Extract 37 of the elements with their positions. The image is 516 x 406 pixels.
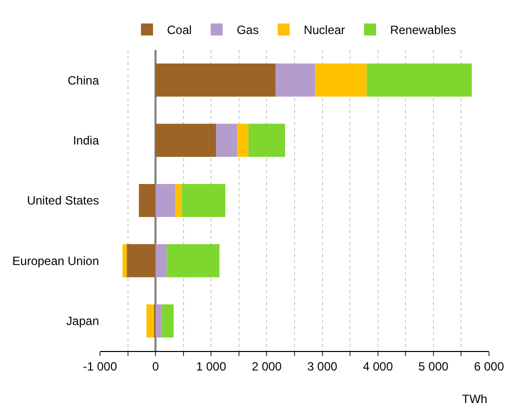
legend-label: Renewables xyxy=(390,23,456,38)
x-tick-label: 0 xyxy=(152,359,160,374)
x-tick-label: 4 000 xyxy=(362,359,394,374)
y-tick-label: Japan xyxy=(66,314,99,328)
bar xyxy=(216,124,238,157)
x-tick-label: -1 000 xyxy=(82,359,118,374)
legend-label: Nuclear xyxy=(304,23,346,38)
x-tick-label: 2 000 xyxy=(252,359,282,374)
bar xyxy=(237,124,248,157)
bar xyxy=(276,64,316,97)
bar xyxy=(248,124,286,157)
legend-label: Gas xyxy=(236,23,259,38)
y-tick-label: India xyxy=(72,134,100,148)
bar xyxy=(156,64,276,97)
x-tick-label: 6 000 xyxy=(474,359,504,374)
bar xyxy=(162,304,174,338)
bar xyxy=(182,184,226,218)
legend-label: Coal xyxy=(167,23,192,38)
bar xyxy=(138,184,156,218)
bar xyxy=(315,64,367,97)
bar xyxy=(156,304,162,338)
bar xyxy=(175,184,182,218)
y-tick-label: China xyxy=(68,73,100,88)
bar xyxy=(366,64,472,97)
bar xyxy=(156,124,216,157)
x-tick-label: 1 000 xyxy=(196,359,226,374)
bar xyxy=(156,244,167,278)
x-tick-label: 5 000 xyxy=(418,359,449,374)
bar xyxy=(156,184,176,218)
bar xyxy=(146,304,154,338)
bar xyxy=(126,244,156,278)
x-tick-label: 3 000 xyxy=(307,359,338,374)
bar xyxy=(166,244,220,278)
bar xyxy=(122,244,127,278)
y-tick-label: United States xyxy=(26,194,99,208)
x-axis-title: TWh xyxy=(462,392,488,406)
y-tick-label: European Union xyxy=(12,254,99,268)
